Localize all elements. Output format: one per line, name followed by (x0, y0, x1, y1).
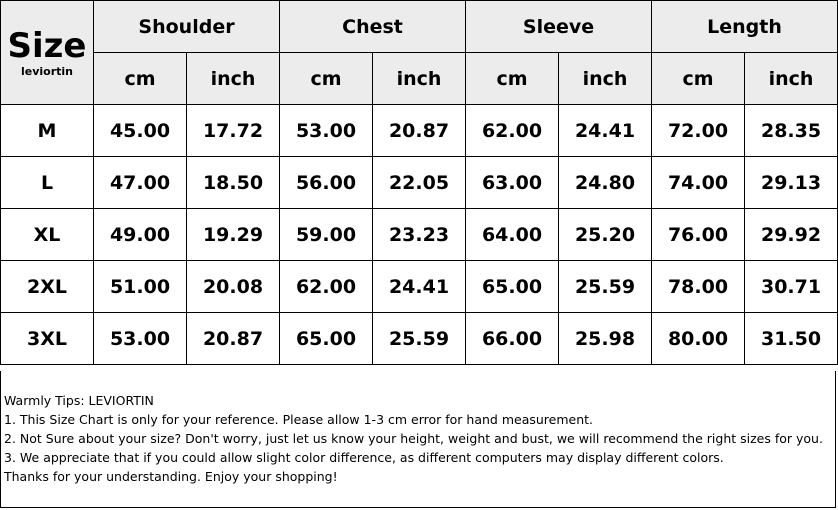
measurement: 20.87 (372, 104, 467, 157)
measurement: 29.13 (744, 156, 838, 209)
measurement: 76.00 (651, 208, 746, 261)
tips: Warmly Tips: LEVIORTIN 1. This Size Chart… (0, 371, 836, 508)
tip-line: 2. Not Sure about your size? Don't worry… (4, 431, 823, 446)
measurement: 45.00 (93, 104, 187, 157)
measurement: 17.72 (185, 104, 281, 157)
tip-line: 3. We appreciate that if you could allow… (4, 450, 724, 465)
measurement: 31.50 (744, 312, 838, 365)
measurement: 80.00 (651, 312, 746, 365)
data-row: M 45.00 17.72 53.00 20.87 62.00 24.41 72.00 28.3… (0, 104, 838, 157)
measurement: 74.00 (651, 156, 746, 209)
measurement: 24.41 (372, 260, 467, 313)
measurement: 19.29 (185, 208, 281, 261)
unit-header: inch (185, 52, 281, 105)
group-header: Chest (279, 0, 467, 53)
unit-row: cm inch cm inch cm inch cm inch (1, 52, 838, 105)
measurement: 25.20 (558, 208, 653, 261)
header-row: Size leviortin Shoulder Chest Sleeve Length (0, 0, 838, 105)
data-row: XL 49.00 19.29 59.00 23.23 64.00 25.20 76.00 29.… (0, 208, 838, 261)
measurement: 66.00 (465, 312, 560, 365)
measurement: 56.00 (279, 156, 374, 209)
unit-header: inch (558, 52, 653, 105)
measurement: 63.00 (465, 156, 560, 209)
measurement: 22.05 (372, 156, 467, 209)
tips-heading: Warmly Tips: LEVIORTIN (4, 393, 154, 408)
size-label: M (0, 104, 94, 157)
unit-header: cm (465, 52, 560, 105)
unit-header: cm (651, 52, 746, 105)
measurement: 25.59 (558, 260, 653, 313)
group-header: Shoulder (92, 0, 281, 53)
measurement: 24.80 (558, 156, 653, 209)
size-label: L (0, 156, 94, 209)
group-header: Length (651, 0, 838, 53)
size-label: XL (0, 208, 94, 261)
size-label: 3XL (0, 312, 94, 365)
measurement: 53.00 (93, 312, 187, 365)
size-table: Size leviortin Shoulder Chest Sleeve Length cm… (0, 0, 838, 365)
unit-header: cm (93, 52, 187, 105)
measurement: 23.23 (372, 208, 467, 261)
measurement: 65.00 (279, 312, 374, 365)
measurement: 47.00 (93, 156, 187, 209)
tip-line: 1. This Size Chart is only for your refe… (4, 412, 594, 427)
unit-header: inch (372, 52, 467, 105)
measurement: 51.00 (93, 260, 187, 313)
measurement: 20.08 (185, 260, 281, 313)
size-cell: Size leviortin (0, 0, 94, 105)
brand: leviortin (20, 65, 73, 78)
data-row: 3XL 53.00 20.87 65.00 25.59 66.00 25.98 80.00 31… (0, 312, 838, 365)
measurement: 18.50 (185, 156, 281, 209)
measurement: 49.00 (93, 208, 187, 261)
measurement: 28.35 (744, 104, 838, 157)
measurement: 62.00 (465, 104, 560, 157)
measurement: 20.87 (185, 312, 281, 365)
measurement: 30.71 (744, 260, 838, 313)
size-label: 2XL (0, 260, 94, 313)
unit-header: cm (279, 52, 374, 105)
data-row: L 47.00 18.50 56.00 22.05 63.00 24.80 74.00 29.1… (0, 156, 838, 209)
measurement: 62.00 (279, 260, 374, 313)
data-row: 2XL 51.00 20.08 62.00 24.41 65.00 25.59 78.00 30… (0, 260, 838, 313)
measurement: 24.41 (558, 104, 653, 157)
measurement: 64.00 (465, 208, 560, 261)
size-title: Size (7, 26, 87, 66)
measurement: 78.00 (651, 260, 746, 313)
measurement: 65.00 (465, 260, 560, 313)
group-header: Sleeve (465, 0, 653, 53)
measurement: 53.00 (279, 104, 374, 157)
tips-closing: Thanks for your understanding. Enjoy you… (4, 469, 338, 484)
measurement: 59.00 (279, 208, 374, 261)
measurement: 29.92 (744, 208, 838, 261)
measurement: 25.98 (558, 312, 653, 365)
measurement: 72.00 (651, 104, 746, 157)
measurement: 25.59 (372, 312, 467, 365)
unit-header: inch (744, 52, 838, 105)
